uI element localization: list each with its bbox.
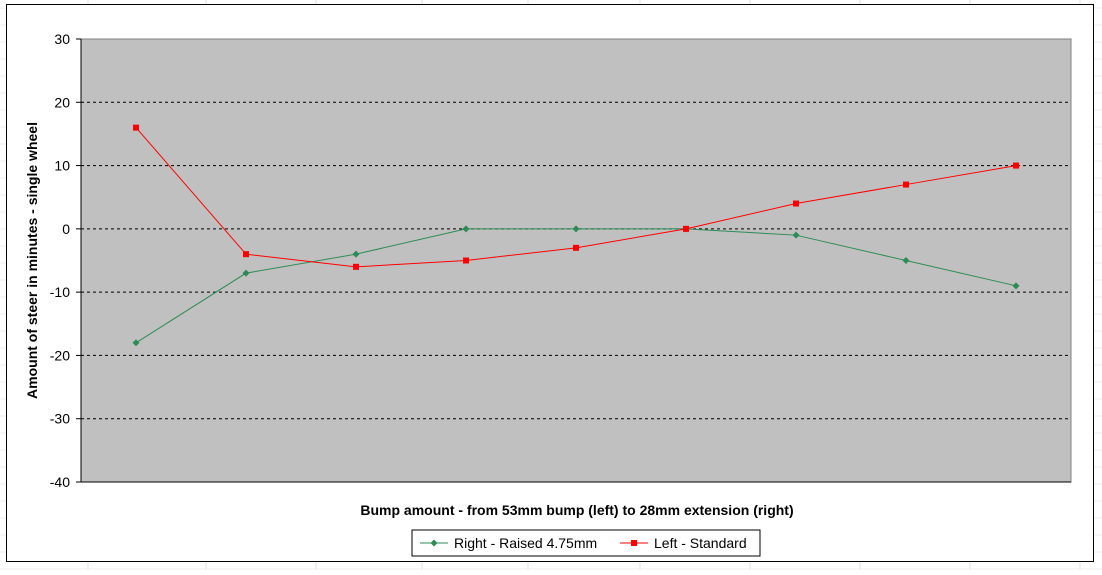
data-point xyxy=(793,200,799,207)
y-tick-label: 0 xyxy=(62,221,70,237)
y-axis-title: Amount of steer in minutes - single whee… xyxy=(24,122,40,399)
y-tick-label: 30 xyxy=(54,31,70,47)
series-1 xyxy=(132,225,1020,347)
data-point xyxy=(572,225,580,233)
data-point xyxy=(683,225,689,232)
data-point xyxy=(1012,282,1020,290)
data-point xyxy=(792,231,800,239)
data-point xyxy=(133,124,139,131)
data-point xyxy=(463,257,469,264)
y-tick-label: -30 xyxy=(50,411,70,427)
y-tick-label: 20 xyxy=(54,94,70,110)
data-point xyxy=(352,250,360,258)
data-point xyxy=(462,225,470,233)
data-point xyxy=(573,244,579,251)
series-layer xyxy=(132,124,1020,347)
y-tick-label: 10 xyxy=(54,158,70,174)
legend-label: Left - Standard xyxy=(654,535,747,551)
series-2 xyxy=(133,124,1019,270)
data-point xyxy=(243,251,249,258)
y-tick-label: -10 xyxy=(50,284,70,300)
gridlines xyxy=(81,101,1071,420)
legend-marker xyxy=(631,540,637,546)
legend-item: Left - Standard xyxy=(620,535,747,551)
plot-area xyxy=(80,38,1072,483)
y-tick-label: -40 xyxy=(50,474,70,490)
x-axis-title: Bump amount - from 53mm bump (left) to 2… xyxy=(360,502,793,518)
data-point xyxy=(132,339,140,347)
legend: Right - Raised 4.75mm Left - Standard xyxy=(411,529,761,557)
legend-marker xyxy=(430,539,438,547)
data-point xyxy=(242,269,250,277)
y-axis-ticks: 30 20 10 0 -10 -20 -30 -40 xyxy=(50,31,1071,490)
data-point xyxy=(902,257,910,264)
legend-box xyxy=(411,529,761,557)
y-tick-label: -20 xyxy=(50,347,70,363)
data-point xyxy=(903,181,909,188)
legend-label: Right - Raised 4.75mm xyxy=(454,535,597,551)
data-point xyxy=(1013,162,1019,169)
data-point xyxy=(353,263,359,270)
legend-item: Right - Raised 4.75mm xyxy=(420,535,597,551)
